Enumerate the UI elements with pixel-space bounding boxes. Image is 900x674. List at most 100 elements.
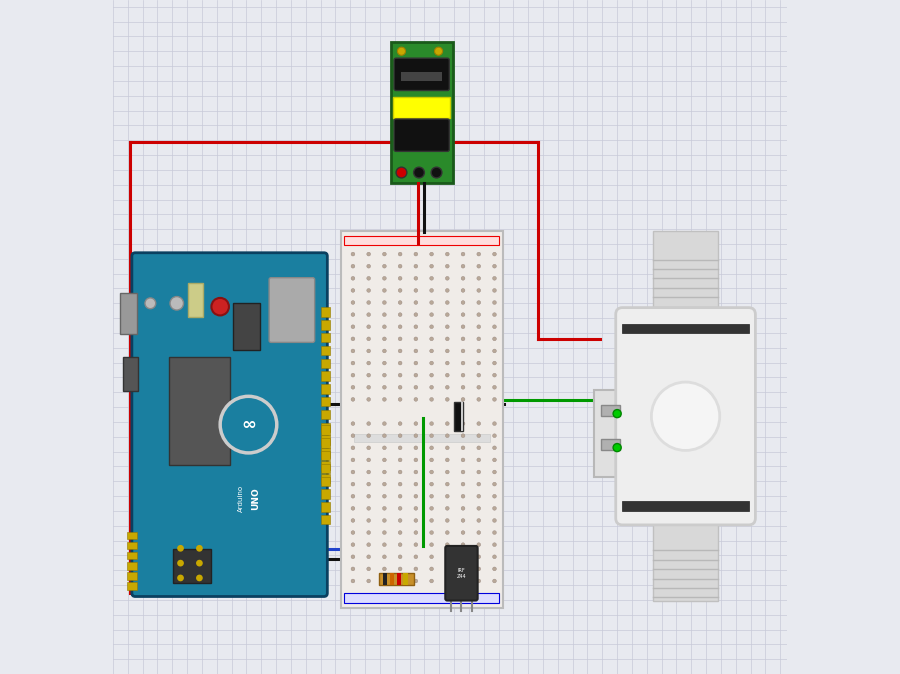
Bar bbox=[320, 307, 330, 317]
Circle shape bbox=[177, 559, 184, 566]
Circle shape bbox=[429, 567, 434, 571]
Bar bbox=[383, 573, 387, 585]
Circle shape bbox=[446, 506, 449, 510]
Bar bbox=[354, 434, 490, 442]
Circle shape bbox=[414, 434, 418, 437]
Circle shape bbox=[446, 337, 449, 341]
Circle shape bbox=[351, 422, 355, 425]
Circle shape bbox=[429, 337, 434, 341]
Circle shape bbox=[367, 579, 371, 583]
Circle shape bbox=[429, 470, 434, 474]
Circle shape bbox=[398, 458, 402, 462]
Circle shape bbox=[367, 506, 371, 510]
Circle shape bbox=[461, 567, 465, 571]
Circle shape bbox=[414, 458, 418, 462]
Circle shape bbox=[367, 530, 371, 534]
Bar bbox=[594, 390, 621, 477]
Circle shape bbox=[492, 386, 497, 389]
Circle shape bbox=[367, 555, 371, 559]
Circle shape bbox=[446, 301, 449, 305]
Circle shape bbox=[492, 288, 497, 293]
Circle shape bbox=[461, 579, 465, 583]
Circle shape bbox=[477, 470, 481, 474]
Circle shape bbox=[414, 422, 418, 425]
Circle shape bbox=[414, 482, 418, 486]
Circle shape bbox=[461, 288, 465, 293]
Circle shape bbox=[461, 313, 465, 317]
Circle shape bbox=[398, 579, 402, 583]
Circle shape bbox=[398, 276, 402, 280]
Circle shape bbox=[414, 386, 418, 389]
Circle shape bbox=[429, 361, 434, 365]
Bar bbox=[121, 293, 138, 334]
Circle shape bbox=[414, 264, 418, 268]
Circle shape bbox=[382, 446, 386, 450]
Circle shape bbox=[492, 301, 497, 305]
Circle shape bbox=[446, 482, 449, 486]
Circle shape bbox=[477, 325, 481, 329]
Circle shape bbox=[382, 555, 386, 559]
Circle shape bbox=[429, 313, 434, 317]
Bar bbox=[403, 573, 408, 585]
Circle shape bbox=[351, 301, 355, 305]
Circle shape bbox=[461, 555, 465, 559]
Circle shape bbox=[446, 288, 449, 293]
Circle shape bbox=[414, 518, 418, 522]
Circle shape bbox=[367, 337, 371, 341]
Circle shape bbox=[461, 276, 465, 280]
Circle shape bbox=[382, 506, 386, 510]
Circle shape bbox=[382, 337, 386, 341]
Circle shape bbox=[477, 373, 481, 377]
Circle shape bbox=[429, 494, 434, 498]
Circle shape bbox=[477, 518, 481, 522]
Circle shape bbox=[367, 543, 371, 547]
Circle shape bbox=[492, 470, 497, 474]
Circle shape bbox=[429, 482, 434, 486]
Circle shape bbox=[398, 482, 402, 486]
Circle shape bbox=[429, 373, 434, 377]
Circle shape bbox=[367, 518, 371, 522]
Circle shape bbox=[414, 530, 418, 534]
Bar bbox=[397, 573, 400, 585]
Circle shape bbox=[414, 349, 418, 353]
Bar bbox=[320, 359, 330, 368]
FancyBboxPatch shape bbox=[394, 58, 449, 90]
Circle shape bbox=[351, 361, 355, 365]
Circle shape bbox=[477, 301, 481, 305]
Bar bbox=[320, 489, 330, 499]
Circle shape bbox=[196, 545, 202, 551]
Circle shape bbox=[446, 373, 449, 377]
Circle shape bbox=[461, 252, 465, 256]
Circle shape bbox=[446, 567, 449, 571]
Circle shape bbox=[461, 301, 465, 305]
Circle shape bbox=[398, 422, 402, 425]
Circle shape bbox=[367, 422, 371, 425]
Circle shape bbox=[414, 373, 418, 377]
Circle shape bbox=[429, 422, 434, 425]
Circle shape bbox=[367, 398, 371, 401]
Bar bbox=[652, 518, 718, 601]
Circle shape bbox=[492, 543, 497, 547]
Circle shape bbox=[446, 422, 449, 425]
Circle shape bbox=[477, 567, 481, 571]
Bar bbox=[320, 448, 330, 458]
Bar bbox=[127, 552, 137, 559]
Circle shape bbox=[382, 398, 386, 401]
Circle shape bbox=[414, 398, 418, 401]
Text: Arduino: Arduino bbox=[238, 485, 244, 512]
Bar bbox=[320, 474, 330, 483]
Circle shape bbox=[477, 398, 481, 401]
Circle shape bbox=[492, 446, 497, 450]
Circle shape bbox=[398, 398, 402, 401]
Bar bbox=[454, 402, 464, 431]
Circle shape bbox=[477, 386, 481, 389]
Circle shape bbox=[196, 559, 202, 566]
Circle shape bbox=[414, 446, 418, 450]
Bar bbox=[123, 357, 138, 391]
Bar bbox=[393, 97, 450, 118]
Circle shape bbox=[382, 458, 386, 462]
Circle shape bbox=[196, 574, 202, 581]
Circle shape bbox=[414, 567, 418, 571]
Circle shape bbox=[351, 579, 355, 583]
Circle shape bbox=[492, 422, 497, 425]
